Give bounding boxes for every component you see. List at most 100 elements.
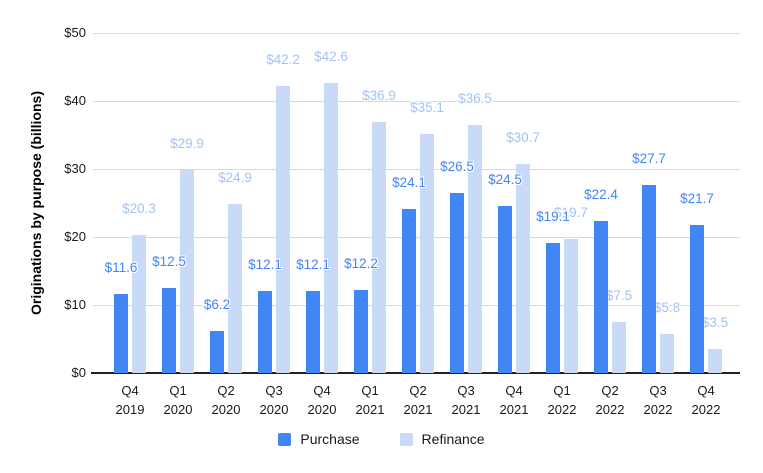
y-axis-tick-label: $0 [71,365,86,380]
gridline [93,168,740,170]
legend-item-purchase: Purchase [278,431,360,447]
bar-refinance [612,322,626,373]
x-axis-label-line: Q3 [457,383,475,398]
bar-value-label: $12.1 [296,256,330,272]
bar-purchase [354,290,368,373]
x-axis-label: Q4 2019 [100,381,160,419]
bar-value-label: $42.2 [266,52,300,68]
x-axis-label: Q1 2020 [148,381,208,419]
bar-value-label: $24.1 [392,175,426,191]
y-axis-tick-label: $30 [64,161,86,176]
bar-refinance [660,333,674,373]
x-axis-label-line: 2022 [595,402,625,417]
legend: Purchase Refinance [0,431,763,447]
bar-purchase [450,192,464,373]
x-axis-label-line: 2021 [451,402,481,417]
y-axis-tick-label: $40 [64,93,86,108]
x-axis-label-line: Q4 [505,383,523,398]
bar-value-label: $19.1 [536,209,570,225]
bar-refinance [372,122,386,373]
x-axis-label-line: Q1 [553,383,571,398]
x-axis-label-line: Q1 [169,383,187,398]
bar-purchase [498,206,512,373]
bar-value-label: $11.6 [104,260,138,276]
x-axis-label: Q4 2021 [484,381,544,419]
bar-value-label: $26.5 [440,158,474,174]
bar-refinance [516,164,530,373]
x-axis-label: Q3 2020 [244,381,304,419]
y-axis-tick-label: $50 [64,25,86,40]
x-axis-label: Q3 2022 [628,381,688,419]
bar-value-label: $35.1 [410,100,444,116]
bar-refinance [468,124,482,373]
legend-label: Purchase [300,431,360,447]
x-axis-label-line: Q2 [601,383,619,398]
x-axis-label: Q4 2022 [676,381,736,419]
x-axis-line [91,372,740,374]
bar-refinance [180,169,194,373]
legend-swatch-purchase [278,432,292,446]
legend-swatch-refinance [399,432,413,446]
bar-purchase [642,184,656,373]
x-axis-label-line: Q4 [697,383,715,398]
bar-value-label: $20.3 [122,200,156,216]
bar-value-label: $5.8 [653,299,681,315]
plot-area: $20.3 $29.9 $24.9 $42.2 $42.6 $36.9 $35.1 $36.5… [91,32,740,374]
bar-purchase [210,330,224,373]
bar-value-label: $22.4 [584,186,618,202]
bar-value-label: $36.9 [362,88,396,104]
x-axis-label-line: Q4 [313,383,331,398]
bar-value-label: $6.2 [203,296,231,312]
x-axis-label: Q1 2021 [340,381,400,419]
x-axis-label-line: Q3 [265,383,283,398]
bar-purchase [594,220,608,373]
x-axis-label-line: Q4 [121,383,139,398]
y-axis-tick-label: $20 [64,229,86,244]
legend-item-refinance: Refinance [399,431,485,447]
bar-refinance [564,239,578,373]
bar-value-label: $30.7 [506,130,540,146]
bar-purchase [114,294,128,373]
x-axis-label-line: Q2 [409,383,427,398]
x-axis-label-line: 2020 [259,402,289,417]
bar-value-label: $29.9 [170,135,204,151]
x-axis-label: Q1 2022 [532,381,592,419]
bar-refinance [132,234,146,373]
bar-value-label: $27.7 [632,150,666,166]
bar-purchase [402,209,416,373]
x-axis-label: Q2 2022 [580,381,640,419]
x-axis-label: Q2 2021 [388,381,448,419]
gridline [93,32,740,34]
bar-purchase [306,290,320,373]
x-axis-label-line: 2022 [643,402,673,417]
bar-purchase [258,290,272,373]
x-axis-label: Q4 2020 [292,381,352,419]
x-axis-label-line: 2021 [499,402,529,417]
bar-value-label: $24.9 [218,169,252,185]
bar-value-label: $12.5 [152,254,186,269]
bar-refinance [228,203,242,373]
y-axis-title: Originations by purpose (billions) [28,90,44,316]
x-axis-label-line: 2022 [691,402,721,417]
bar-value-label: $36.5 [458,90,492,106]
bar-refinance [276,86,290,373]
bar-purchase [162,288,176,373]
bar-value-label: $19.7 [554,205,588,221]
x-axis-label-line: 2022 [547,402,577,417]
bar-value-label: $24.5 [488,172,522,188]
gridline [93,236,740,238]
x-axis-label: Q2 2020 [196,381,256,419]
x-axis-label-line: 2019 [115,402,145,417]
y-axis-tick-label: $10 [64,297,86,312]
legend-label: Refinance [421,431,485,447]
bar-purchase [546,243,560,373]
x-axis-label-line: 2020 [307,402,337,417]
bar-refinance [420,134,434,373]
x-axis-label-line: Q1 [361,383,379,398]
bar-value-label: $42.6 [314,49,348,65]
bar-value-label: $12.1 [248,256,282,272]
x-axis-label-line: 2020 [211,402,241,417]
x-axis-label-line: Q2 [217,383,235,398]
gridline [93,100,740,102]
